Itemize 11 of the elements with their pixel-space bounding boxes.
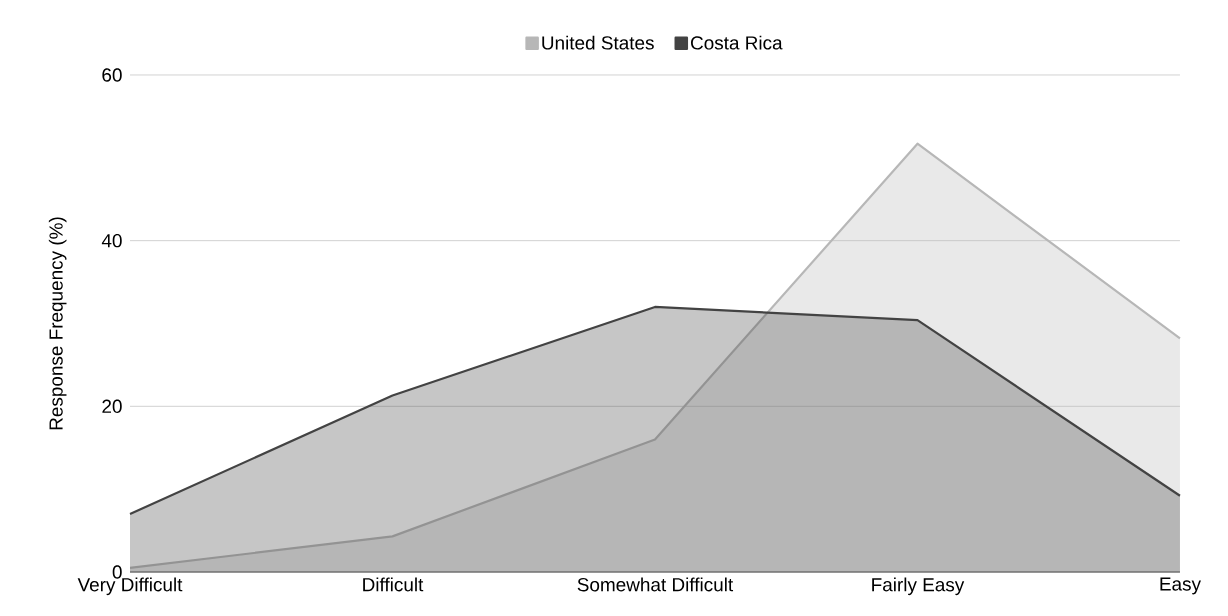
y-axis-title: Response Frequency (%)	[48, 217, 67, 430]
legend-label: Costa Rica	[691, 35, 783, 50]
legend-label: United States	[542, 35, 654, 50]
y-tick-label: 60	[102, 68, 122, 82]
x-tick-label: Somewhat Difficult	[577, 577, 734, 592]
x-tick-label: Fairly Easy	[872, 577, 965, 596]
y-tick-label: 40	[101, 233, 122, 248]
x-tick-label: Easy	[1160, 577, 1201, 595]
y-tick-label: 0	[112, 565, 122, 579]
x-tick-label: Difficult	[363, 577, 424, 592]
y-tick-label: 20	[102, 399, 122, 414]
